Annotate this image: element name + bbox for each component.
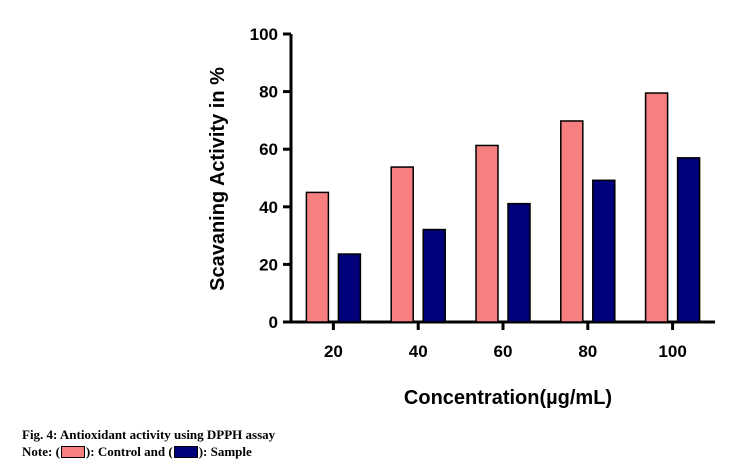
- figure-note: Note: ( ): Control and ( ): Sample: [22, 444, 252, 460]
- bar-control-80: [560, 120, 584, 323]
- x-tick-label: 40: [409, 342, 428, 361]
- bar-sample-60: [507, 202, 531, 323]
- x-tick-label: 100: [658, 342, 686, 361]
- bar-sample-100: [676, 157, 701, 323]
- note-prefix: Note: (: [22, 444, 60, 459]
- x-tick-label: 60: [494, 342, 513, 361]
- x-tick-label: 80: [578, 342, 597, 361]
- bars: [305, 92, 701, 323]
- y-tick-label: 0: [269, 313, 278, 332]
- control-swatch: [60, 446, 85, 458]
- y-axis: 0 20 40 60 80 100: [250, 25, 293, 332]
- bar-sample-40: [422, 228, 446, 323]
- y-tick-label: 80: [259, 83, 278, 102]
- y-tick-label: 40: [259, 198, 278, 217]
- x-tick-label: 20: [324, 342, 343, 361]
- bar-control-60: [475, 144, 499, 323]
- sample-swatch: [173, 446, 198, 458]
- x-axis-title: Concentration(µg/mL): [404, 387, 612, 409]
- y-tick-label: 100: [250, 25, 278, 44]
- y-axis-title: Scavaning Activity in %: [207, 67, 229, 291]
- bar-chart: 0 20 40 60 80 100 20 40 60 80 100 Scavaning Activ…: [207, 25, 715, 409]
- figure-caption: Fig. 4: Antioxidant activity using DPPH …: [22, 427, 276, 442]
- note-control-text: ): Control and (: [85, 444, 173, 459]
- note-sample-text: ): Sample: [198, 444, 252, 459]
- bar-sample-20: [337, 253, 362, 323]
- bar-control-100: [644, 92, 669, 323]
- y-tick-label: 20: [259, 255, 278, 274]
- bar-control-40: [390, 166, 414, 323]
- bar-control-20: [305, 191, 330, 323]
- bar-sample-80: [592, 179, 616, 323]
- y-tick-label: 60: [259, 140, 278, 159]
- x-axis: 20 40 60 80 100: [289, 320, 715, 361]
